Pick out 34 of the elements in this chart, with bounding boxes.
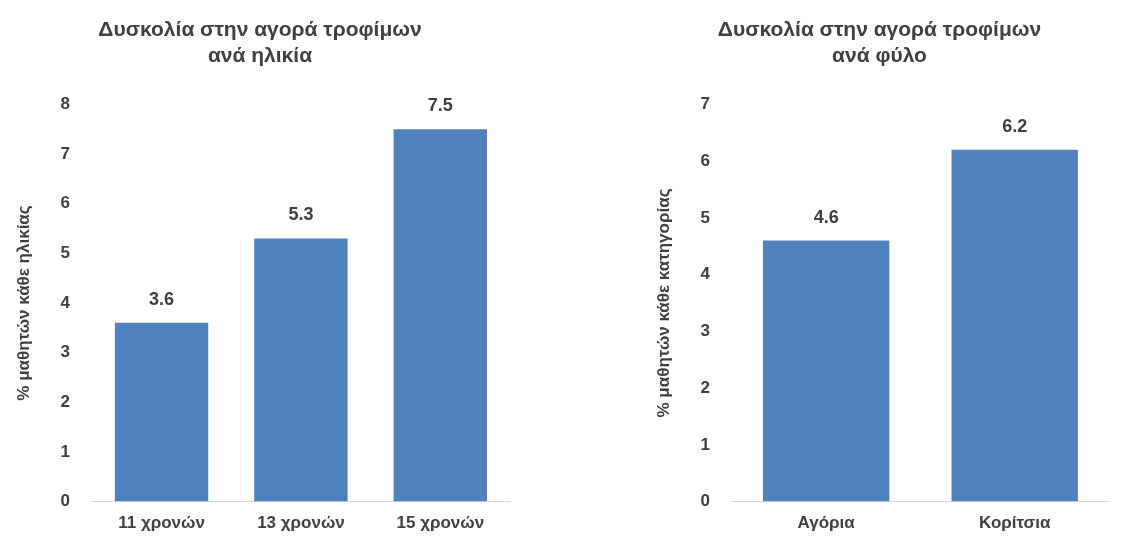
chart-title: Δυσκολία στην αγορά τροφίμων ανά ηλικία xyxy=(98,17,422,66)
y-tick-label: 5 xyxy=(60,243,70,263)
data-label: 3.6 xyxy=(149,288,175,309)
x-tick-label: 15 χρονών xyxy=(396,513,485,533)
y-tick-label: 1 xyxy=(700,434,710,454)
y-tick-label: 4 xyxy=(60,292,71,312)
y-tick-label: 2 xyxy=(700,377,710,397)
data-label: 5.3 xyxy=(288,204,314,225)
x-tick-label: 13 χρονών xyxy=(257,513,345,533)
y-tick-label: 6 xyxy=(700,150,710,170)
y-tick-label: 0 xyxy=(60,491,70,511)
bar xyxy=(114,322,209,502)
y-tick-label: 5 xyxy=(700,207,710,227)
data-label: 7.5 xyxy=(427,95,453,116)
data-label: 6.2 xyxy=(1002,115,1028,136)
x-tick-label: Αγόρια xyxy=(797,513,856,533)
y-tick-label: 7 xyxy=(700,94,710,114)
y-tick-label: 3 xyxy=(700,321,710,341)
y-tick-label: 3 xyxy=(60,342,70,362)
y-axis-title: % μαθητών κάθε κατηγορίας xyxy=(653,188,673,418)
chart-title: Δυσκολία στην αγορά τροφίμων ανά φύλο xyxy=(717,17,1042,66)
bar xyxy=(393,129,487,502)
y-tick-label: 1 xyxy=(60,441,70,461)
x-tick-label: Κορίτσια xyxy=(978,513,1051,533)
y-tick-label: 4 xyxy=(700,264,711,284)
x-tick-label: 11 χρονών xyxy=(118,513,205,533)
y-axis-title: % μαθητών κάθε ηλικίας xyxy=(13,205,33,401)
data-label: 4.6 xyxy=(813,206,839,227)
y-tick-label: 8 xyxy=(60,94,70,114)
y-tick-label: 7 xyxy=(60,143,70,163)
y-tick-label: 6 xyxy=(60,193,70,213)
y-tick-label: 2 xyxy=(60,391,70,411)
y-tick-label: 0 xyxy=(700,491,710,511)
bar xyxy=(254,238,348,502)
